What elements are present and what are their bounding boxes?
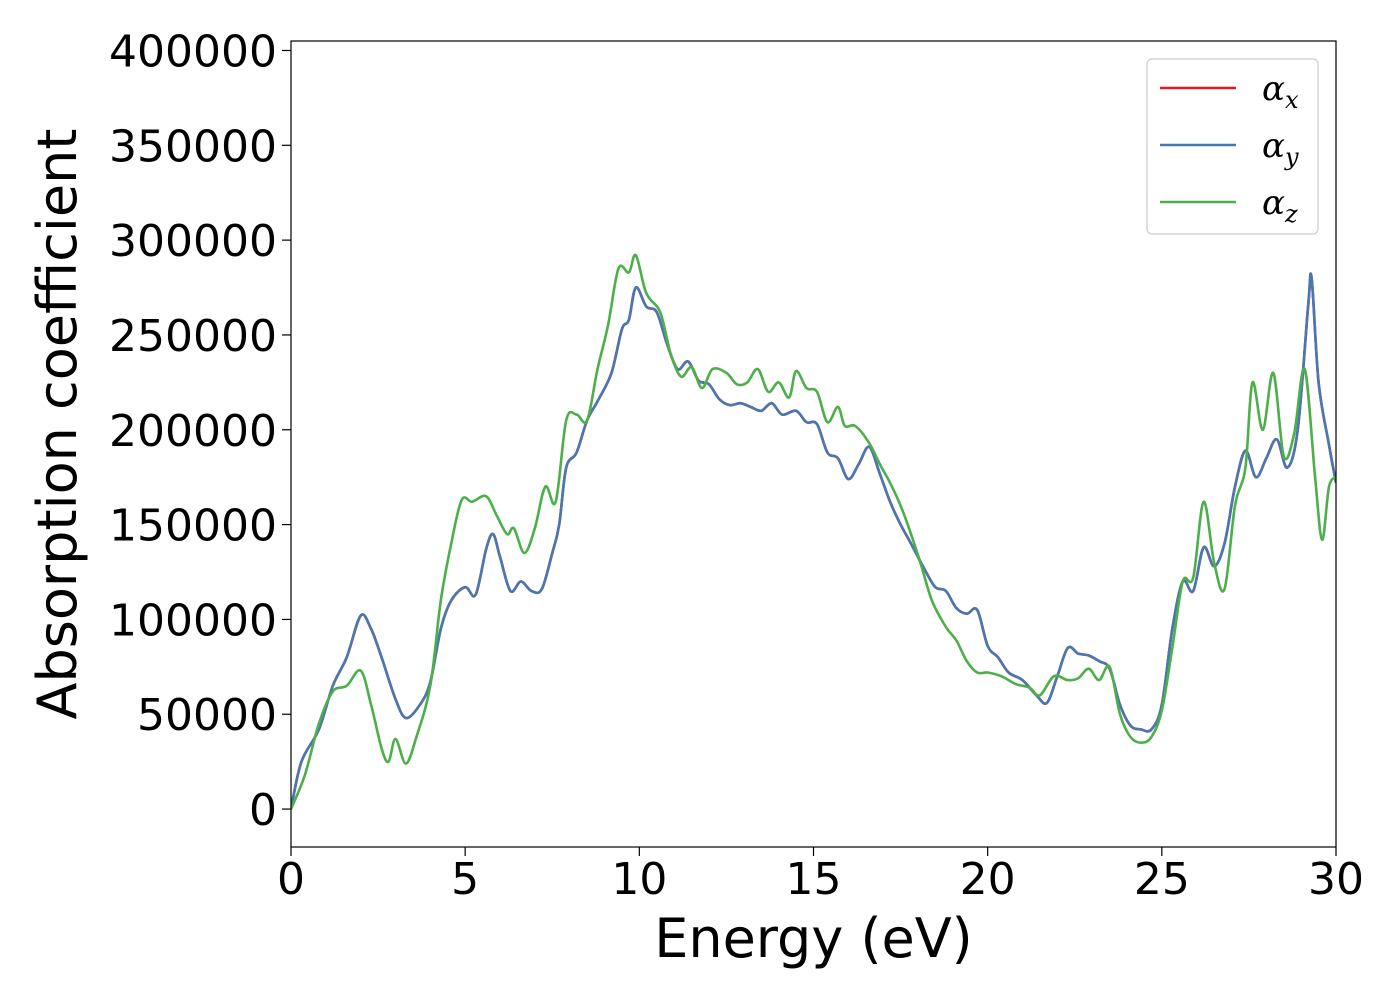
legend-label-z: αz — [1262, 183, 1298, 228]
x-axis-title: Energy (eV) — [654, 907, 973, 970]
x-tick-label: 25 — [1134, 854, 1190, 905]
y-tick-label: 100000 — [109, 595, 277, 646]
x-tick-label: 10 — [611, 854, 667, 905]
x-tick-label: 20 — [960, 854, 1016, 905]
series-line-y — [291, 272, 1336, 810]
y-tick-label: 250000 — [109, 311, 277, 362]
y-tick-label: 300000 — [109, 216, 277, 267]
y-tick-label: 50000 — [137, 690, 277, 741]
legend-label-y: αy — [1262, 126, 1299, 171]
y-tick-label: 0 — [249, 785, 277, 836]
x-tick-label: 15 — [786, 854, 842, 905]
y-tick-label: 350000 — [109, 121, 277, 172]
legend: αx αy αz — [1146, 58, 1319, 235]
series-line-z — [291, 253, 1336, 810]
plot-layer — [291, 253, 1336, 810]
x-tick-label: 0 — [277, 854, 305, 905]
legend-box — [1146, 58, 1319, 235]
ticks-layer: 0 5 10 15 20 25 30 0 50000 100000 150000 200000 2500… — [109, 26, 1364, 905]
y-axis-title: Absorption coefficient — [26, 129, 89, 720]
x-tick-label: 5 — [451, 854, 479, 905]
y-tick-label: 150000 — [109, 501, 277, 552]
y-tick-label: 400000 — [109, 26, 277, 77]
legend-label-x: αx — [1262, 69, 1299, 114]
x-tick-label: 30 — [1308, 854, 1364, 905]
y-tick-label: 200000 — [109, 406, 277, 457]
series-line-x — [291, 272, 1336, 810]
